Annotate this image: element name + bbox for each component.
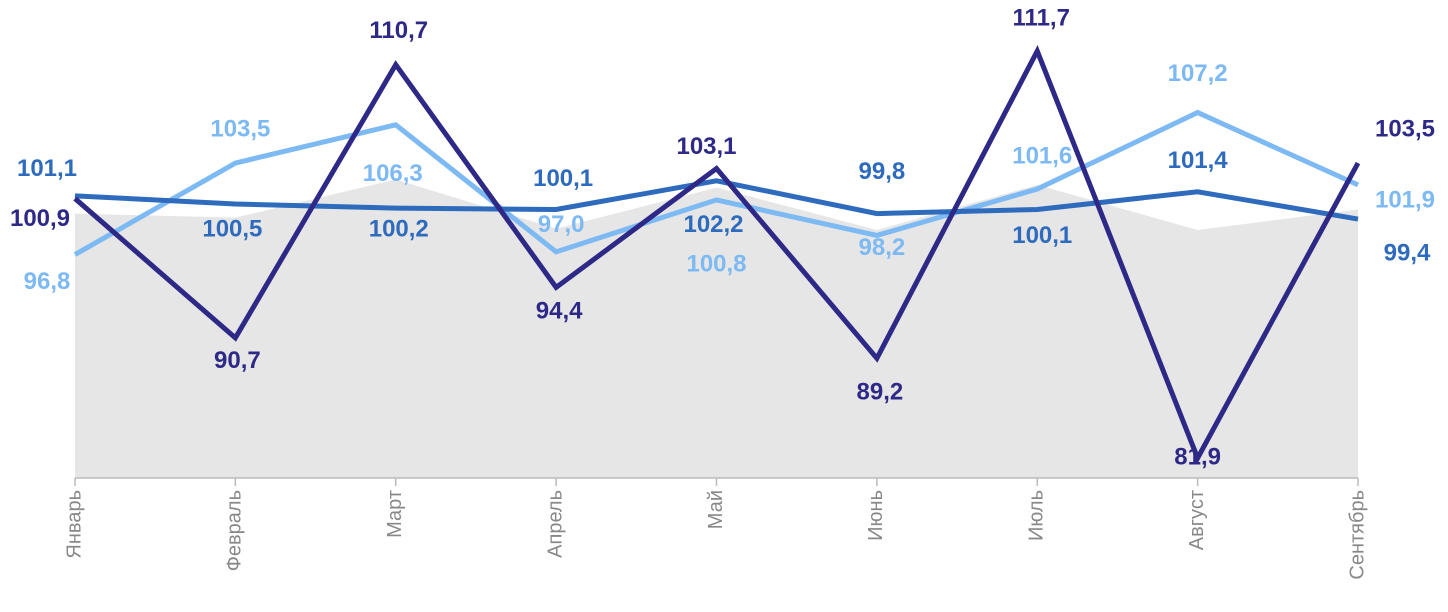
x-tick-label: Июль bbox=[1026, 490, 1048, 541]
value-label: 99,8 bbox=[859, 158, 906, 185]
value-label: 90,7 bbox=[214, 347, 261, 374]
value-label: 103,1 bbox=[676, 133, 736, 160]
value-label: 96,8 bbox=[24, 268, 71, 295]
value-label: 100,9 bbox=[10, 205, 70, 232]
x-tick-label: Февраль bbox=[224, 490, 246, 571]
value-label: 100,8 bbox=[686, 250, 746, 277]
x-tick-label: Апрель bbox=[544, 490, 566, 558]
value-label: 101,9 bbox=[1375, 186, 1435, 213]
value-label: 101,4 bbox=[1168, 147, 1229, 174]
value-label: 98,2 bbox=[859, 234, 906, 261]
value-label: 101,1 bbox=[17, 155, 77, 182]
value-label: 100,1 bbox=[1012, 222, 1072, 249]
x-tick-label: Июнь bbox=[865, 490, 887, 541]
value-label: 101,6 bbox=[1012, 142, 1072, 169]
x-tick-label: Март bbox=[384, 490, 406, 538]
value-label: 110,7 bbox=[369, 17, 428, 44]
x-tick-label: Май bbox=[705, 490, 727, 529]
value-label: 81,9 bbox=[1174, 443, 1221, 470]
value-label: 100,2 bbox=[369, 215, 429, 242]
value-label: 102,2 bbox=[683, 211, 743, 238]
value-label: 100,1 bbox=[533, 165, 593, 192]
line bbox=[73, 109, 1360, 257]
value-label: 100,5 bbox=[202, 215, 262, 242]
value-label: 94,4 bbox=[536, 298, 583, 325]
value-label: 107,2 bbox=[1168, 60, 1228, 87]
x-tick-label: Август bbox=[1186, 490, 1208, 550]
value-label: 103,5 bbox=[210, 115, 270, 142]
x-tick-label: Январь bbox=[63, 490, 85, 559]
value-label: 89,2 bbox=[857, 379, 904, 406]
line bbox=[74, 178, 1359, 222]
value-label: 103,5 bbox=[1375, 115, 1435, 142]
value-label: 106,3 bbox=[363, 160, 423, 187]
area bbox=[75, 179, 1358, 478]
value-label: 111,7 bbox=[1013, 4, 1070, 31]
value-label: 97,0 bbox=[538, 211, 585, 238]
x-tick-label: Сентябрь bbox=[1346, 490, 1368, 580]
value-label: 99,4 bbox=[1384, 239, 1431, 266]
line bbox=[73, 45, 1361, 464]
